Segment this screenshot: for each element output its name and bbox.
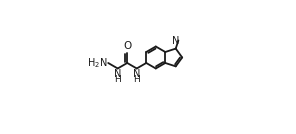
Text: O: O [123,41,131,51]
Text: H$_2$N: H$_2$N [87,56,107,70]
Text: N: N [172,36,179,46]
Text: N: N [114,69,121,79]
Text: N: N [133,69,140,79]
Text: H: H [114,75,121,84]
Text: H: H [133,75,140,84]
